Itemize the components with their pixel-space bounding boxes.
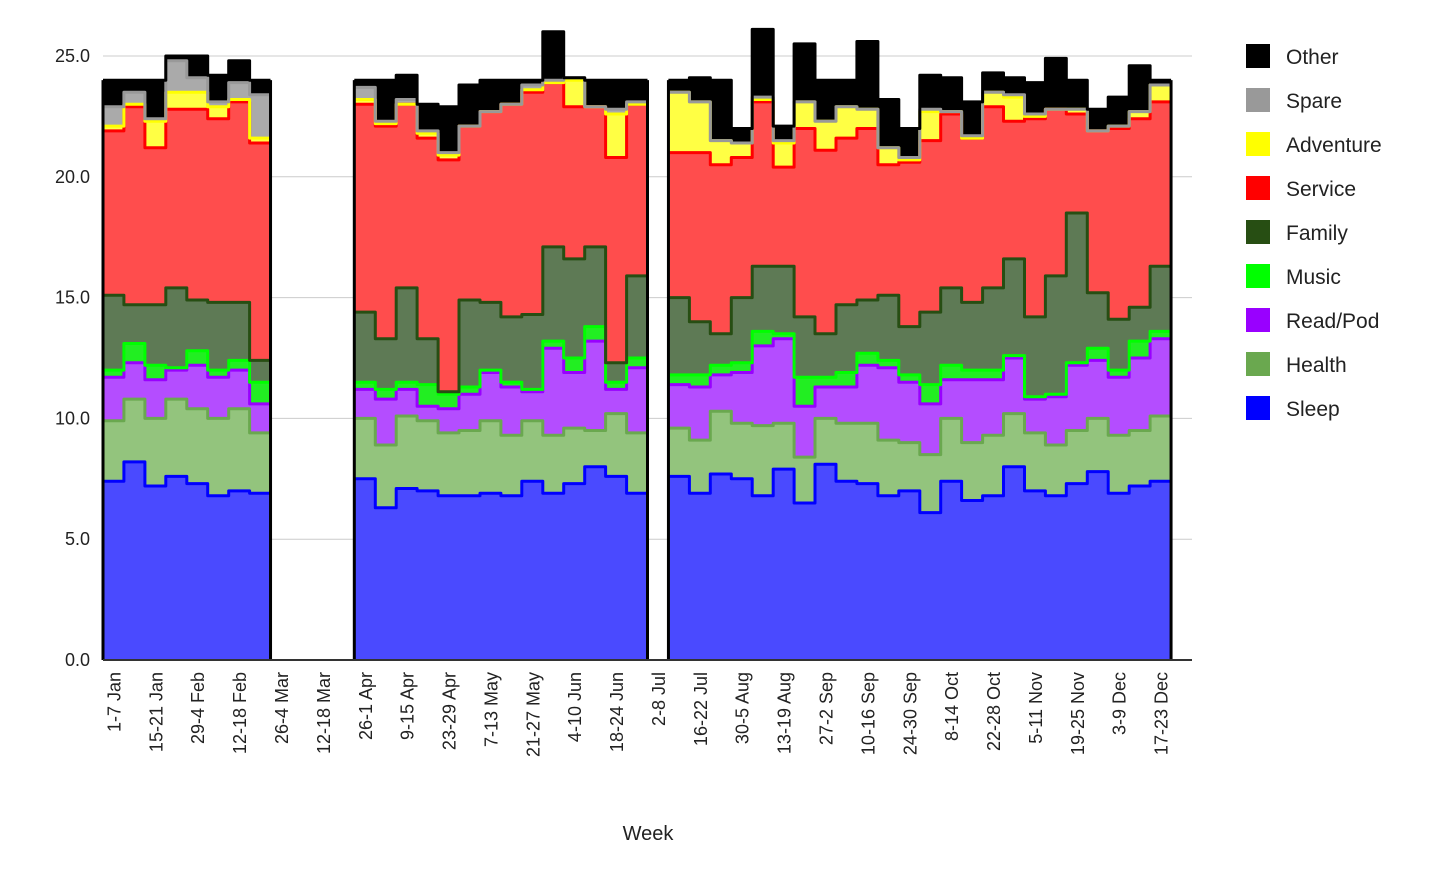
y-tick-label: 20.0 xyxy=(55,167,90,187)
legend-label: Read/Pod xyxy=(1286,310,1379,333)
x-tick-label: 8-14 Oct xyxy=(942,672,962,741)
legend-swatch-read-pod xyxy=(1246,308,1270,332)
axis-layer: 0.0 5.0 10.0 15.0 20.0 25.0 1-7 Jan 15-21 Jan 29… xyxy=(55,46,1192,757)
area-sleep xyxy=(354,466,648,660)
legend-label: Sleep xyxy=(1286,398,1340,421)
legend-label: Service xyxy=(1286,178,1356,201)
legend-label: Family xyxy=(1286,222,1348,245)
x-tick-label: 21-27 May xyxy=(523,672,543,757)
x-tick-label: 10-16 Sep xyxy=(858,672,878,755)
x-tick-label: 23-29 Apr xyxy=(440,672,460,750)
legend-swatch-service xyxy=(1246,176,1270,200)
area-sleep xyxy=(103,461,271,660)
line-music xyxy=(668,329,1172,399)
x-tick-label: 27-2 Sep xyxy=(817,672,837,745)
line-family xyxy=(668,211,1172,336)
x-tick-label: 19-25 Nov xyxy=(1068,672,1088,755)
legend-label: Spare xyxy=(1286,90,1342,113)
legend-swatch-sleep xyxy=(1246,396,1270,420)
line-other xyxy=(668,27,1172,130)
area-service xyxy=(103,101,271,361)
area-health xyxy=(103,399,271,496)
y-tick-label: 0.0 xyxy=(65,650,90,670)
y-tick-label: 25.0 xyxy=(55,46,90,66)
x-tick-label: 2-8 Jul xyxy=(649,672,669,726)
legend-swatch-health xyxy=(1246,352,1270,376)
legend-swatch-family xyxy=(1246,220,1270,244)
area-other xyxy=(354,31,648,153)
x-tick-label: 18-24 Jun xyxy=(607,672,627,752)
x-tick-label: 16-22 Jul xyxy=(691,672,711,746)
x-tick-label: 26-1 Apr xyxy=(356,672,376,740)
x-tick-label: 9-15 Apr xyxy=(398,672,418,740)
x-tick-label: 29-4 Feb xyxy=(188,672,208,744)
line-family xyxy=(103,286,271,362)
line-family xyxy=(354,245,648,394)
line-health xyxy=(668,409,1172,459)
legend-swatch-music xyxy=(1246,264,1270,288)
legend-swatch-spare xyxy=(1246,88,1270,112)
x-tick-label: 4-10 Jun xyxy=(565,672,585,742)
line-health xyxy=(354,412,648,447)
legend-swatch-adventure xyxy=(1246,132,1270,156)
y-tick-label: 10.0 xyxy=(55,408,90,428)
line-adventure xyxy=(103,90,271,140)
area-family xyxy=(103,287,271,383)
line-health xyxy=(103,397,271,435)
legend-label: Music xyxy=(1286,266,1341,289)
legend-label: Other xyxy=(1286,46,1339,69)
area-music xyxy=(354,326,648,409)
area-adventure xyxy=(354,80,648,160)
x-axis-title: Week xyxy=(623,823,675,845)
area-service xyxy=(354,82,648,392)
line-music xyxy=(103,342,271,384)
legend-label: Health xyxy=(1286,354,1347,377)
line-spare xyxy=(354,76,648,155)
line-sleep xyxy=(103,460,271,498)
x-tick-label: 7-13 May xyxy=(481,672,501,747)
line-spare xyxy=(103,59,271,121)
x-tick-label: 26-4 Mar xyxy=(272,672,292,744)
line-other xyxy=(103,54,271,82)
x-tick-label: 22-28 Oct xyxy=(984,672,1004,751)
legend: Other Spare Adventure Service Family Music Rea… xyxy=(1246,44,1382,421)
area-other xyxy=(103,56,271,119)
x-tick-label: 30-5 Aug xyxy=(733,672,753,744)
area-family xyxy=(668,213,1172,397)
x-tick-label: 24-30 Sep xyxy=(900,672,920,755)
area-layer xyxy=(101,27,1173,660)
x-tick-label: 5-11 Nov xyxy=(1026,672,1046,744)
line-music xyxy=(354,325,648,396)
x-tick-label: 12-18 Feb xyxy=(230,672,250,754)
x-tick-label: 13-19 Aug xyxy=(775,672,795,754)
x-tick-label: 3-9 Dec xyxy=(1110,672,1130,735)
x-tick-label: 1-7 Jan xyxy=(105,672,125,732)
y-tick-label: 5.0 xyxy=(65,529,90,549)
area-sleep xyxy=(668,464,1172,660)
x-tick-label: 17-23 Dec xyxy=(1152,672,1172,755)
x-tick-label: 15-21 Jan xyxy=(146,672,166,752)
legend-swatch-other xyxy=(1246,44,1270,68)
line-other xyxy=(354,30,648,109)
line-service xyxy=(103,100,271,150)
y-tick-label: 15.0 xyxy=(55,288,90,308)
line-sleep xyxy=(668,462,1172,515)
area-health xyxy=(354,413,648,508)
x-tick-label: 12-18 Mar xyxy=(314,672,334,754)
area-read-pod xyxy=(354,341,648,445)
line-sleep xyxy=(354,465,648,510)
legend-label: Adventure xyxy=(1286,134,1382,157)
